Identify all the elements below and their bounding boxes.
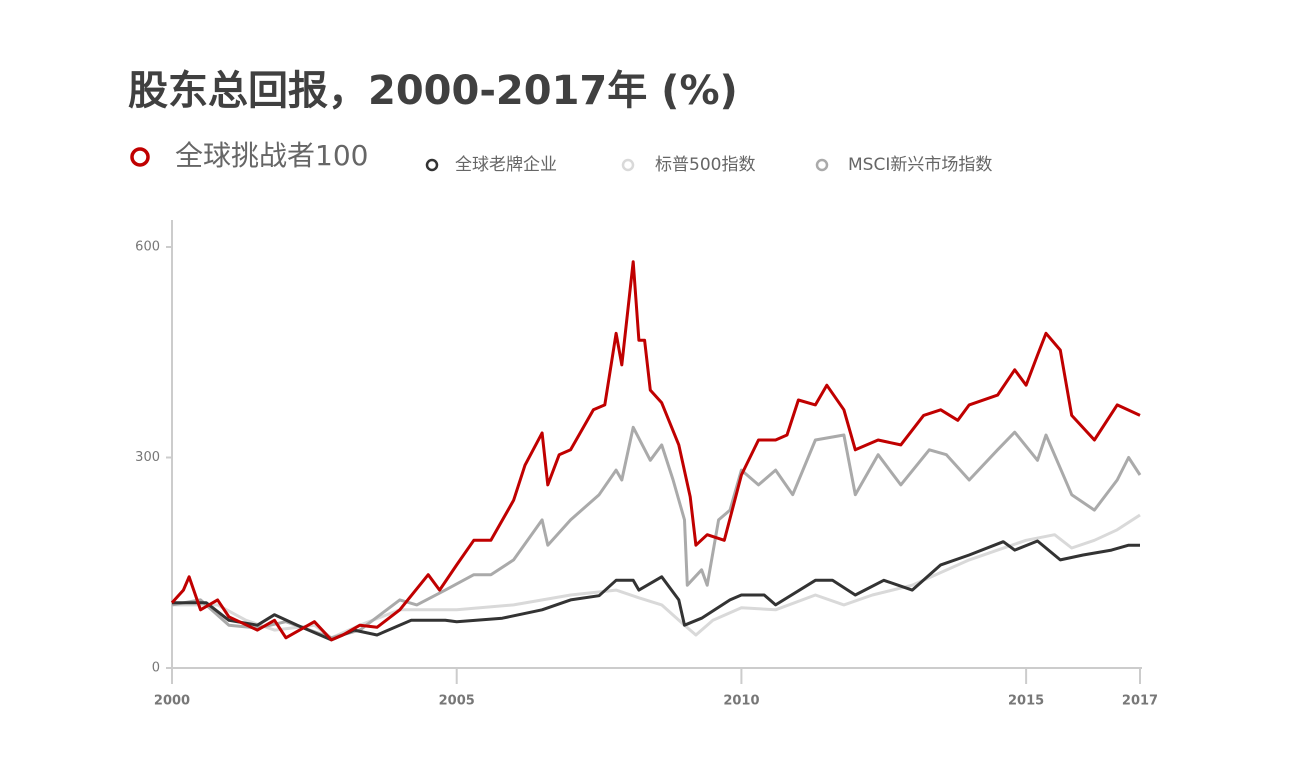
legend-label: 全球老牌企业 [455,155,557,175]
legend-marker [621,158,635,172]
legend-marker [130,147,150,167]
legend-label: 全球挑战者100 [175,139,368,172]
x-tick-label: 2017 [1122,694,1158,709]
series-line [171,425,1142,640]
legend-marker [815,158,829,172]
series-line [170,260,1141,642]
x-tick-label: 2010 [723,694,759,709]
x-tick-label: 2000 [154,694,190,709]
series-line [172,513,1141,640]
y-tick-label: 600 [135,240,160,255]
legend-label: MSCI新兴市场指数 [848,155,992,175]
x-tick-label: 2005 [439,694,475,709]
chart-title: 股东总回报，2000-2017年 (%) [128,68,738,114]
legend-label: 标普500指数 [655,155,755,175]
legend-marker [425,158,439,172]
x-tick-label: 2015 [1008,694,1044,709]
y-tick-label: 0 [152,661,160,676]
y-tick-label: 300 [135,450,160,465]
